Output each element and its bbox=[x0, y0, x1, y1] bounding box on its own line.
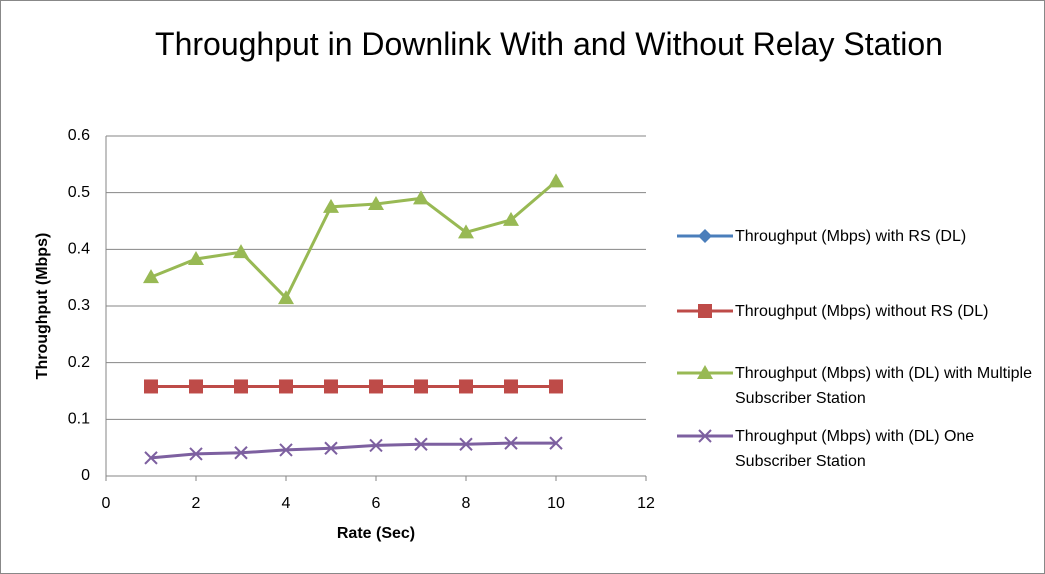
point bbox=[278, 290, 294, 305]
x-tick-label: 6 bbox=[372, 495, 381, 512]
x-tick-label: 8 bbox=[462, 495, 471, 512]
y-tick-label: 0.3 bbox=[68, 297, 90, 314]
point bbox=[549, 379, 563, 394]
point bbox=[504, 379, 518, 394]
point bbox=[143, 269, 159, 284]
chart-title: Throughput in Downlink With and Without … bbox=[155, 26, 943, 62]
point bbox=[324, 441, 338, 455]
y-tick-label: 0.2 bbox=[68, 354, 90, 371]
legend-label: Throughput (Mbps) without RS (DL) bbox=[735, 303, 989, 320]
legend-marker bbox=[698, 229, 712, 243]
legend-label: Throughput (Mbps) with (DL) with Multipl… bbox=[735, 365, 1032, 407]
point bbox=[234, 379, 248, 394]
point bbox=[414, 437, 428, 451]
x-tick-label: 12 bbox=[637, 495, 655, 512]
y-axis-label: Throughput (Mbps) bbox=[34, 233, 51, 380]
point bbox=[503, 211, 519, 226]
y-tick-label: 0.4 bbox=[68, 241, 90, 258]
point bbox=[549, 436, 563, 450]
point bbox=[413, 190, 429, 205]
series-line bbox=[150, 441, 556, 460]
y-tick-label: 0.1 bbox=[68, 411, 90, 428]
point bbox=[189, 379, 203, 394]
point bbox=[458, 224, 474, 239]
point bbox=[459, 379, 473, 394]
point bbox=[144, 379, 158, 394]
point bbox=[324, 379, 338, 394]
point bbox=[233, 244, 249, 259]
point bbox=[548, 173, 564, 188]
x-tick-label: 2 bbox=[192, 495, 201, 512]
point bbox=[368, 196, 384, 210]
legend-label: Throughput (Mbps) with RS (DL) bbox=[735, 228, 967, 245]
point bbox=[279, 443, 293, 457]
point bbox=[234, 446, 248, 460]
point bbox=[279, 379, 293, 394]
x-tick-label: 4 bbox=[282, 495, 291, 512]
legend-marker bbox=[698, 429, 712, 443]
legend-marker bbox=[697, 365, 713, 379]
point bbox=[414, 379, 428, 394]
point bbox=[369, 438, 383, 453]
y-tick-label: 0 bbox=[81, 467, 90, 484]
point bbox=[189, 447, 203, 461]
point bbox=[369, 379, 383, 394]
legend-marker bbox=[698, 304, 712, 318]
point bbox=[323, 198, 339, 213]
point bbox=[504, 436, 518, 450]
y-tick-label: 0.5 bbox=[68, 184, 90, 201]
x-tick-label: 0 bbox=[102, 495, 111, 512]
series-line bbox=[150, 180, 557, 301]
point bbox=[188, 250, 204, 265]
legend-label: Throughput (Mbps) with (DL) One Subscrib… bbox=[735, 428, 975, 470]
point bbox=[144, 451, 158, 465]
x-tick-label: 10 bbox=[547, 495, 565, 512]
y-tick-label: 0.6 bbox=[68, 127, 90, 144]
x-axis-label: Rate (Sec) bbox=[337, 525, 415, 542]
point bbox=[459, 437, 473, 451]
